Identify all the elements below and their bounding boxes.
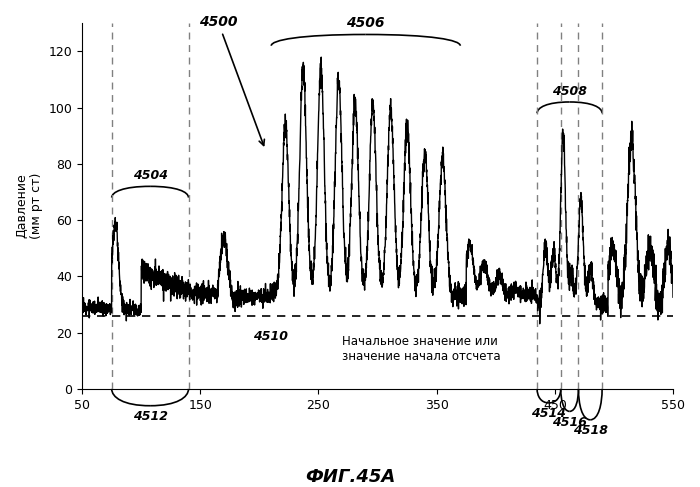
Y-axis label: Давление
(мм рт ст): Давление (мм рт ст) [15, 173, 43, 239]
Text: 4504: 4504 [132, 169, 167, 182]
Text: 4518: 4518 [573, 424, 608, 437]
Text: ФИГ.45А: ФИГ.45А [305, 468, 395, 486]
Text: 4516: 4516 [552, 415, 587, 429]
Text: 4500: 4500 [199, 15, 265, 146]
Text: 4506: 4506 [346, 16, 385, 30]
Text: 4512: 4512 [132, 410, 167, 423]
Text: Начальное значение или
значение начала отсчета: Начальное значение или значение начала о… [342, 336, 500, 363]
Text: 4514: 4514 [531, 407, 566, 420]
Text: 4510: 4510 [253, 330, 288, 343]
Text: 4508: 4508 [552, 85, 587, 98]
